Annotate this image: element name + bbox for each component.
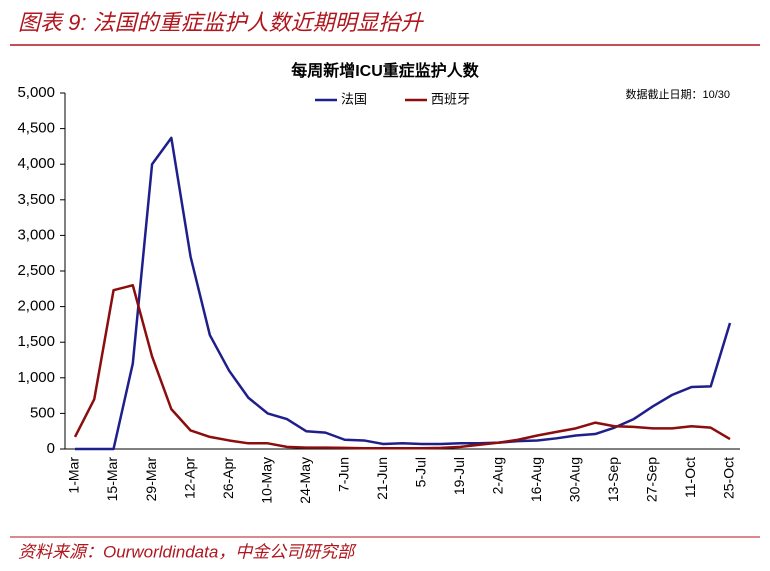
- x-tick-label: 26-Apr: [220, 457, 236, 499]
- y-tick-label: 2,500: [17, 262, 55, 279]
- x-tick-label: 19-Jul: [451, 457, 467, 495]
- x-tick-label: 24-May: [297, 457, 313, 504]
- line-series: [73, 283, 731, 450]
- x-tick-label: 7-Jun: [335, 457, 351, 492]
- y-tick-label: 3,000: [17, 226, 55, 243]
- x-tick-label: 5-Jul: [412, 457, 428, 487]
- x-tick-label: 16-Aug: [528, 457, 544, 502]
- y-tick-label: 2,000: [17, 298, 55, 315]
- x-tick-label: 12-Apr: [181, 457, 197, 499]
- line-series: [75, 136, 732, 451]
- source: 资料来源：Ourworldindata，中金公司研究部: [18, 542, 357, 561]
- x-tick-label: 15-Mar: [104, 457, 120, 502]
- y-tick-label: 3,500: [17, 191, 55, 208]
- x-tick-label: 11-Oct: [682, 457, 698, 498]
- x-tick-label: 13-Sep: [605, 457, 621, 502]
- y-tick-label: 5,000: [17, 84, 55, 101]
- legend-label: 西班牙: [431, 91, 470, 106]
- figure-title: 图表 9: 法国的重症监护人数近期明显抬升: [18, 10, 425, 35]
- chart-title: 每周新增ICU重症监护人数: [291, 61, 480, 80]
- y-tick-label: 1,500: [17, 333, 55, 350]
- x-tick-label: 29-Mar: [143, 457, 159, 502]
- y-tick-label: 0: [47, 440, 55, 457]
- y-tick-label: 4,500: [17, 120, 55, 137]
- annotation: 数据截止日期：10/30: [625, 87, 730, 101]
- x-tick-label: 2-Aug: [490, 457, 506, 494]
- x-tick-label: 25-Oct: [721, 457, 737, 499]
- x-tick-label: 21-Jun: [374, 457, 390, 500]
- legend-label: 法国: [341, 91, 367, 106]
- y-tick-label: 500: [30, 404, 55, 421]
- x-tick-label: 30-Aug: [567, 457, 583, 502]
- x-tick-label: 27-Sep: [644, 457, 660, 502]
- y-tick-label: 1,000: [17, 369, 55, 386]
- x-tick-label: 10-May: [258, 457, 274, 504]
- y-tick-label: 4,000: [17, 155, 55, 172]
- x-tick-label: 1-Mar: [66, 457, 82, 494]
